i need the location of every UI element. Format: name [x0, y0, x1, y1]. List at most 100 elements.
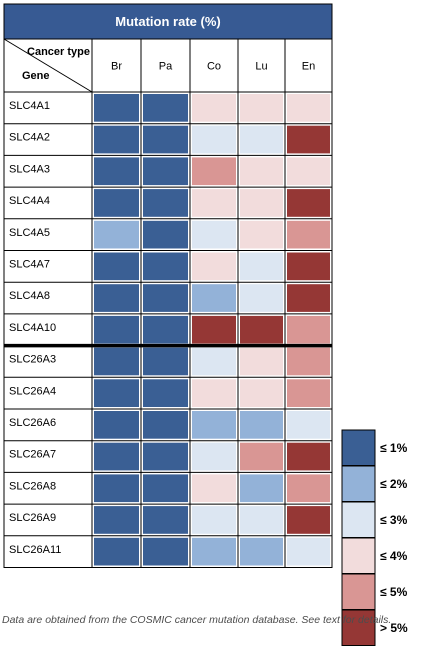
legend-swatch [341, 609, 376, 646]
cell-slc26a7-lu [240, 442, 283, 471]
column-label-en: En [302, 61, 315, 73]
cell-slc4a1-pa [143, 94, 188, 122]
row-header-label: Gene [22, 70, 50, 82]
grid-lines [3, 38, 333, 568]
cell-slc4a8-pa [143, 284, 188, 312]
table-border [3, 38, 333, 568]
cell-slc4a1-lu [240, 94, 283, 122]
column-label-lu: Lu [255, 61, 267, 73]
cell-slc26a8-co [192, 474, 236, 503]
cell-slc26a6-en [287, 411, 330, 439]
column-labels: Br Pa Co Lu En [111, 61, 315, 73]
cell-slc4a2-lu [240, 125, 283, 154]
cell-slc4a5-en [287, 220, 330, 249]
cell-slc26a11-br [94, 537, 139, 566]
cell-slc26a8-br [94, 474, 139, 503]
cell-slc26a3-en [287, 347, 330, 376]
cell-slc4a7-br [94, 252, 139, 281]
cell-slc26a7-co [192, 442, 236, 471]
cell-slc4a7-en [287, 252, 330, 281]
cell-slc26a4-lu [240, 379, 283, 407]
row-label-slc4a5: SLC4A5 [9, 227, 50, 239]
column-label-br: Br [111, 61, 122, 73]
cell-slc4a8-en [287, 284, 330, 312]
cell-slc26a9-pa [143, 506, 188, 534]
cell-slc4a8-lu [240, 284, 283, 312]
cell-slc4a7-co [192, 252, 236, 281]
chart-title: Mutation rate (%) [115, 14, 220, 29]
row-label-slc26a6: SLC26A6 [9, 417, 56, 429]
cell-slc26a11-en [287, 537, 330, 566]
cell-slc26a9-lu [240, 506, 283, 534]
legend-label: > 5% [380, 621, 408, 635]
cell-slc4a3-lu [240, 157, 283, 186]
cell-slc4a10-co [192, 315, 236, 344]
cell-slc4a4-pa [143, 189, 188, 217]
legend-label: ≤ 5% [380, 585, 408, 599]
cell-slc4a2-pa [143, 125, 188, 154]
cell-slc4a4-lu [240, 189, 283, 217]
cell-slc4a4-en [287, 189, 330, 217]
cell-slc4a3-co [192, 157, 236, 186]
cell-slc26a11-co [192, 537, 236, 566]
header-diagonal [3, 38, 93, 93]
cell-slc4a2-br [94, 125, 139, 154]
cell-slc26a3-lu [240, 347, 283, 376]
legend-swatch [341, 465, 376, 502]
cell-slc26a4-br [94, 379, 139, 407]
cell-slc26a9-co [192, 506, 236, 534]
cell-slc26a4-pa [143, 379, 188, 407]
row-label-slc4a3: SLC4A3 [9, 163, 50, 175]
cell-slc4a3-pa [143, 157, 188, 186]
cell-slc4a8-co [192, 284, 236, 312]
cell-slc4a3-en [287, 157, 330, 186]
cell-slc26a7-br [94, 442, 139, 471]
cell-slc4a3-br [94, 157, 139, 186]
cell-slc4a7-pa [143, 252, 188, 281]
cell-slc4a5-pa [143, 220, 188, 249]
legend-label: ≤ 3% [380, 513, 408, 527]
cell-slc4a5-co [192, 220, 236, 249]
legend-label: ≤ 2% [380, 477, 408, 491]
cell-slc4a4-co [192, 189, 236, 217]
row-label-slc26a9: SLC26A9 [9, 512, 56, 524]
row-label-slc4a10: SLC4A10 [9, 322, 56, 334]
legend-label: ≤ 4% [380, 549, 408, 563]
cell-slc26a7-pa [143, 442, 188, 471]
cell-slc4a10-br [94, 315, 139, 344]
cell-slc26a6-br [94, 411, 139, 439]
row-label-slc4a8: SLC4A8 [9, 290, 50, 302]
column-header-label: Cancer type [27, 46, 90, 58]
cell-slc26a4-co [192, 379, 236, 407]
cell-slc26a3-br [94, 347, 139, 376]
cell-slc26a11-lu [240, 537, 283, 566]
row-label-slc26a11: SLC26A11 [9, 544, 61, 556]
legend: ≤ 1% ≤ 2% ≤ 3% ≤ 4% ≤ 5% > 5% [341, 429, 408, 646]
cell-slc26a4-en [287, 379, 330, 407]
column-label-co: Co [207, 61, 221, 73]
cell-slc26a8-pa [143, 474, 188, 503]
row-label-slc26a8: SLC26A8 [9, 480, 56, 492]
cell-slc26a3-pa [143, 347, 188, 376]
cell-slc26a3-co [192, 347, 236, 376]
cell-slc26a6-co [192, 411, 236, 439]
cell-slc4a4-br [94, 189, 139, 217]
cell-slc4a7-lu [240, 252, 283, 281]
title-bar [3, 3, 333, 40]
cell-slc4a2-en [287, 125, 330, 154]
cell-slc26a9-br [94, 506, 139, 534]
figure-caption: Data are obtained from the COSMIC cancer… [2, 614, 392, 626]
cell-slc4a1-en [287, 94, 330, 122]
row-label-slc4a1: SLC4A1 [9, 100, 50, 112]
row-label-slc26a4: SLC26A4 [9, 385, 56, 397]
legend-label: ≤ 1% [380, 441, 408, 455]
cell-slc26a8-lu [240, 474, 283, 503]
legend-swatch [341, 573, 376, 610]
heatmap-cells [94, 94, 330, 566]
cell-slc26a6-pa [143, 411, 188, 439]
cell-slc4a2-co [192, 125, 236, 154]
legend-swatch [341, 429, 376, 466]
cell-slc4a5-lu [240, 220, 283, 249]
row-label-slc4a2: SLC4A2 [9, 132, 50, 144]
